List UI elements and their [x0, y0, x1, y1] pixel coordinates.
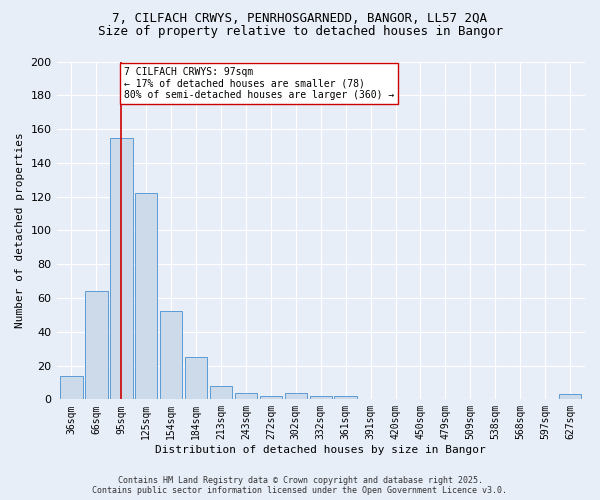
Bar: [559, 394, 581, 400]
Bar: [334, 396, 357, 400]
Bar: [260, 396, 282, 400]
Text: Size of property relative to detached houses in Bangor: Size of property relative to detached ho…: [97, 25, 503, 38]
Text: Contains HM Land Registry data © Crown copyright and database right 2025.
Contai: Contains HM Land Registry data © Crown c…: [92, 476, 508, 495]
Bar: [284, 392, 307, 400]
Bar: [310, 396, 332, 400]
Text: 7 CILFACH CRWYS: 97sqm
← 17% of detached houses are smaller (78)
80% of semi-det: 7 CILFACH CRWYS: 97sqm ← 17% of detached…: [124, 66, 394, 100]
Bar: [210, 386, 232, 400]
Bar: [110, 138, 133, 400]
Bar: [185, 357, 208, 400]
Bar: [135, 194, 157, 400]
Text: 7, CILFACH CRWYS, PENRHOSGARNEDD, BANGOR, LL57 2QA: 7, CILFACH CRWYS, PENRHOSGARNEDD, BANGOR…: [113, 12, 487, 26]
Bar: [235, 392, 257, 400]
Y-axis label: Number of detached properties: Number of detached properties: [15, 132, 25, 328]
Bar: [60, 376, 83, 400]
Bar: [160, 312, 182, 400]
Bar: [85, 291, 107, 400]
X-axis label: Distribution of detached houses by size in Bangor: Distribution of detached houses by size …: [155, 445, 486, 455]
